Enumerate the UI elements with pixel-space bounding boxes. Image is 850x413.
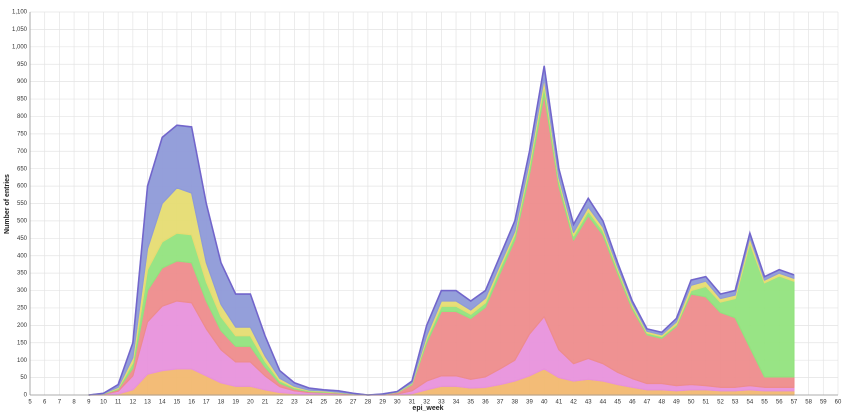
y-tick-label: 950: [17, 62, 28, 68]
x-tick-label: 16: [188, 400, 195, 406]
y-tick-label: 150: [17, 340, 28, 346]
x-tick-label: 30: [394, 400, 401, 406]
x-tick-label: 26: [335, 400, 342, 406]
x-tick-label: 23: [291, 400, 298, 406]
x-tick-label: 9: [87, 400, 91, 406]
y-tick-label: 650: [17, 166, 28, 172]
x-tick-label: 18: [218, 400, 225, 406]
x-tick-label: 32: [423, 400, 430, 406]
y-tick-label: 1,000: [12, 44, 28, 50]
x-tick-label: 17: [203, 400, 210, 406]
y-tick-label: 200: [17, 323, 28, 329]
x-tick-label: 20: [247, 400, 254, 406]
y-tick-label: 800: [17, 114, 28, 120]
x-tick-label: 47: [644, 400, 651, 406]
y-tick-label: 250: [17, 306, 28, 312]
x-tick-label: 57: [791, 400, 798, 406]
y-tick-label: 1,100: [12, 10, 28, 16]
x-tick-label: 44: [600, 400, 607, 406]
y-tick-label: 750: [17, 131, 28, 137]
x-tick-label: 45: [614, 400, 621, 406]
area-edge: [88, 65, 795, 396]
x-tick-label: 40: [541, 400, 548, 406]
x-tick-label: 29: [379, 400, 386, 406]
y-tick-label: 850: [17, 97, 28, 103]
x-tick-label: 48: [658, 400, 665, 406]
y-tick-label: 400: [17, 253, 28, 259]
x-tick-label: 35: [467, 400, 474, 406]
x-tick-label: 43: [585, 400, 592, 406]
x-tick-label: 33: [438, 400, 445, 406]
y-tick-label: 500: [17, 218, 28, 224]
x-tick-label: 59: [820, 400, 827, 406]
x-tick-label: 19: [232, 400, 239, 406]
y-tick-label: 550: [17, 201, 28, 207]
x-tick-label: 8: [72, 400, 76, 406]
x-tick-label: 21: [262, 400, 269, 406]
y-tick-label: 1,050: [12, 27, 28, 33]
x-tick-label: 46: [629, 400, 636, 406]
x-tick-label: 10: [100, 400, 107, 406]
x-tick-label: 24: [306, 400, 313, 406]
y-tick-label: 50: [20, 375, 27, 381]
x-tick-label: 7: [58, 400, 62, 406]
x-tick-label: 54: [747, 400, 754, 406]
x-tick-label: 15: [174, 400, 181, 406]
x-tick-label: 58: [805, 400, 812, 406]
x-tick-label: 34: [453, 400, 460, 406]
y-tick-label: 700: [17, 149, 28, 155]
x-tick-label: 53: [732, 400, 739, 406]
y-tick-label: 450: [17, 236, 28, 242]
x-tick-label: 22: [276, 400, 283, 406]
x-tick-label: 36: [482, 400, 489, 406]
x-tick-label: 5: [28, 400, 32, 406]
y-tick-label: 350: [17, 271, 28, 277]
y-tick-label: 300: [17, 288, 28, 294]
y-tick-label: 900: [17, 79, 28, 85]
x-tick-label: 12: [129, 400, 136, 406]
x-tick-label: 41: [556, 400, 563, 406]
x-tick-label: 55: [761, 400, 768, 406]
x-tick-label: 14: [159, 400, 166, 406]
x-tick-label: 52: [717, 400, 724, 406]
x-tick-label: 39: [526, 400, 533, 406]
x-tick-label: 51: [702, 400, 709, 406]
x-tick-label: 60: [835, 400, 842, 406]
x-tick-label: 42: [570, 400, 577, 406]
x-tick-label: 25: [320, 400, 327, 406]
x-tick-label: 13: [144, 400, 151, 406]
x-tick-label: 6: [43, 400, 47, 406]
x-tick-label: 56: [776, 400, 783, 406]
x-tick-label: 37: [497, 400, 504, 406]
x-tick-label: 49: [673, 400, 680, 406]
x-tick-label: 27: [350, 400, 357, 406]
x-tick-label: 31: [409, 400, 416, 406]
x-tick-label: 50: [688, 400, 695, 406]
x-tick-label: 11: [115, 400, 122, 406]
y-axis-title: Number of entries: [4, 174, 11, 234]
y-tick-label: 100: [17, 358, 28, 364]
x-axis-title: epi_week: [412, 405, 443, 412]
x-tick-label: 28: [365, 400, 372, 406]
x-tick-label: 38: [511, 400, 518, 406]
y-tick-label: 600: [17, 184, 28, 190]
y-tick-label: 0: [24, 393, 28, 399]
